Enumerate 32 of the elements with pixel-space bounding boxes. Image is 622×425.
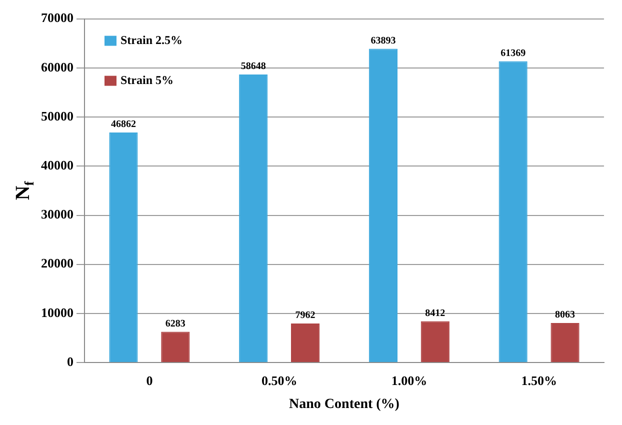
data-label: 6283 [165,318,186,330]
bar [239,74,268,362]
x-tick-label: 1.00% [391,372,428,388]
y-axis-title: Nf [12,180,36,200]
data-label: 58648 [240,61,266,72]
y-tick-label: 10000 [41,304,74,320]
legend-label: Strain 2.5% [120,32,183,47]
bar [368,48,398,362]
y-tick-label: 60000 [41,59,74,74]
data-label: 61369 [500,48,526,59]
x-tick-label: 1.50% [521,372,557,388]
y-tick-label: 0 [67,354,74,369]
data-label: 8412 [425,308,446,319]
y-tick-label: 30000 [41,206,74,222]
data-label: 7962 [295,310,316,322]
data-label: 63893 [370,35,396,46]
x-axis-title: Nano Content (%) [289,397,400,412]
bar [291,323,320,362]
y-tick-label: 40000 [41,158,74,172]
x-tick-label: 0.50% [261,372,298,388]
y-tick-label: 20000 [41,256,74,271]
bar [550,323,580,362]
bar [498,61,528,362]
bar [161,332,190,362]
data-label: 46862 [110,119,136,130]
legend-label: Strain 5% [120,72,174,87]
x-tick-label: 0 [146,372,153,388]
y-tick-label: 50000 [41,108,74,124]
data-label: 8063 [555,310,576,321]
y-tick-label: 70000 [41,10,74,26]
bar [420,321,450,362]
bar [109,132,138,362]
